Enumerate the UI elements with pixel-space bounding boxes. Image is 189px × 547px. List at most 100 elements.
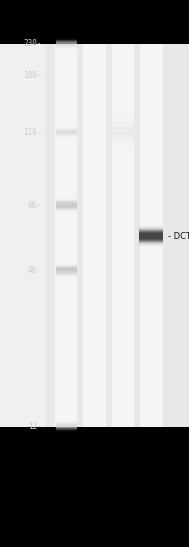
FancyBboxPatch shape [56, 267, 77, 268]
FancyBboxPatch shape [139, 238, 163, 239]
FancyBboxPatch shape [56, 428, 77, 429]
FancyBboxPatch shape [56, 131, 77, 132]
FancyBboxPatch shape [56, 427, 77, 428]
FancyBboxPatch shape [56, 40, 77, 41]
FancyBboxPatch shape [56, 429, 77, 430]
FancyBboxPatch shape [56, 200, 77, 201]
FancyBboxPatch shape [56, 424, 77, 426]
FancyBboxPatch shape [56, 426, 77, 427]
FancyBboxPatch shape [56, 266, 77, 267]
FancyBboxPatch shape [56, 273, 77, 274]
Bar [0, 44, 45, 427]
FancyBboxPatch shape [112, 137, 134, 139]
FancyBboxPatch shape [139, 237, 163, 238]
FancyBboxPatch shape [56, 428, 77, 429]
FancyBboxPatch shape [56, 133, 77, 134]
FancyBboxPatch shape [56, 270, 77, 271]
FancyBboxPatch shape [56, 46, 77, 48]
FancyBboxPatch shape [139, 242, 163, 243]
FancyBboxPatch shape [56, 274, 77, 275]
FancyBboxPatch shape [139, 230, 163, 231]
FancyBboxPatch shape [56, 429, 77, 430]
FancyBboxPatch shape [56, 44, 77, 45]
FancyBboxPatch shape [56, 200, 77, 201]
FancyBboxPatch shape [56, 272, 77, 274]
FancyBboxPatch shape [56, 46, 77, 47]
Text: 116-: 116- [23, 128, 42, 137]
FancyBboxPatch shape [56, 267, 77, 268]
FancyBboxPatch shape [139, 241, 163, 242]
FancyBboxPatch shape [56, 202, 77, 203]
FancyBboxPatch shape [112, 130, 134, 131]
FancyBboxPatch shape [56, 44, 77, 45]
FancyBboxPatch shape [56, 41, 77, 42]
FancyBboxPatch shape [56, 43, 77, 44]
FancyBboxPatch shape [139, 231, 163, 232]
FancyBboxPatch shape [139, 239, 163, 240]
FancyBboxPatch shape [139, 241, 163, 242]
FancyBboxPatch shape [56, 45, 77, 46]
FancyBboxPatch shape [56, 131, 77, 132]
FancyBboxPatch shape [56, 429, 77, 430]
FancyBboxPatch shape [139, 232, 163, 234]
FancyBboxPatch shape [139, 235, 163, 236]
FancyBboxPatch shape [56, 272, 77, 273]
FancyBboxPatch shape [56, 202, 77, 203]
FancyBboxPatch shape [56, 210, 77, 211]
FancyBboxPatch shape [139, 229, 163, 230]
FancyBboxPatch shape [56, 424, 77, 425]
FancyBboxPatch shape [56, 133, 77, 134]
FancyBboxPatch shape [56, 423, 77, 424]
FancyBboxPatch shape [56, 42, 77, 43]
FancyBboxPatch shape [56, 208, 77, 209]
FancyBboxPatch shape [56, 205, 77, 206]
FancyBboxPatch shape [56, 271, 77, 272]
FancyBboxPatch shape [56, 132, 77, 133]
FancyBboxPatch shape [56, 130, 77, 131]
Text: 12-: 12- [28, 422, 42, 431]
FancyBboxPatch shape [139, 228, 163, 229]
FancyBboxPatch shape [56, 201, 77, 202]
FancyBboxPatch shape [139, 243, 163, 245]
FancyBboxPatch shape [112, 136, 134, 137]
FancyBboxPatch shape [56, 42, 77, 43]
FancyBboxPatch shape [56, 265, 77, 266]
FancyBboxPatch shape [56, 269, 77, 270]
FancyBboxPatch shape [56, 135, 77, 136]
FancyBboxPatch shape [56, 205, 77, 206]
FancyBboxPatch shape [112, 132, 134, 134]
FancyBboxPatch shape [56, 41, 77, 42]
FancyBboxPatch shape [56, 266, 77, 267]
FancyBboxPatch shape [56, 134, 77, 135]
FancyBboxPatch shape [56, 210, 77, 211]
FancyBboxPatch shape [56, 423, 77, 424]
FancyBboxPatch shape [139, 238, 163, 240]
FancyBboxPatch shape [56, 200, 77, 201]
FancyBboxPatch shape [56, 427, 77, 428]
FancyBboxPatch shape [112, 140, 134, 141]
FancyBboxPatch shape [56, 427, 77, 428]
FancyBboxPatch shape [112, 132, 134, 133]
FancyBboxPatch shape [112, 137, 134, 138]
FancyBboxPatch shape [56, 209, 77, 210]
FancyBboxPatch shape [112, 123, 134, 124]
FancyBboxPatch shape [56, 265, 77, 266]
FancyBboxPatch shape [56, 202, 77, 203]
FancyBboxPatch shape [112, 125, 134, 126]
FancyBboxPatch shape [56, 208, 77, 210]
Bar [45, 44, 189, 427]
FancyBboxPatch shape [112, 139, 134, 141]
FancyBboxPatch shape [112, 135, 134, 136]
FancyBboxPatch shape [56, 271, 77, 272]
FancyBboxPatch shape [56, 201, 77, 202]
FancyBboxPatch shape [56, 422, 77, 423]
Text: 230-: 230- [23, 39, 42, 48]
FancyBboxPatch shape [56, 40, 77, 42]
FancyBboxPatch shape [139, 236, 163, 237]
FancyBboxPatch shape [139, 234, 163, 235]
FancyBboxPatch shape [56, 39, 77, 40]
FancyBboxPatch shape [139, 243, 163, 244]
FancyBboxPatch shape [56, 135, 77, 136]
FancyBboxPatch shape [56, 204, 77, 205]
FancyBboxPatch shape [56, 272, 77, 273]
